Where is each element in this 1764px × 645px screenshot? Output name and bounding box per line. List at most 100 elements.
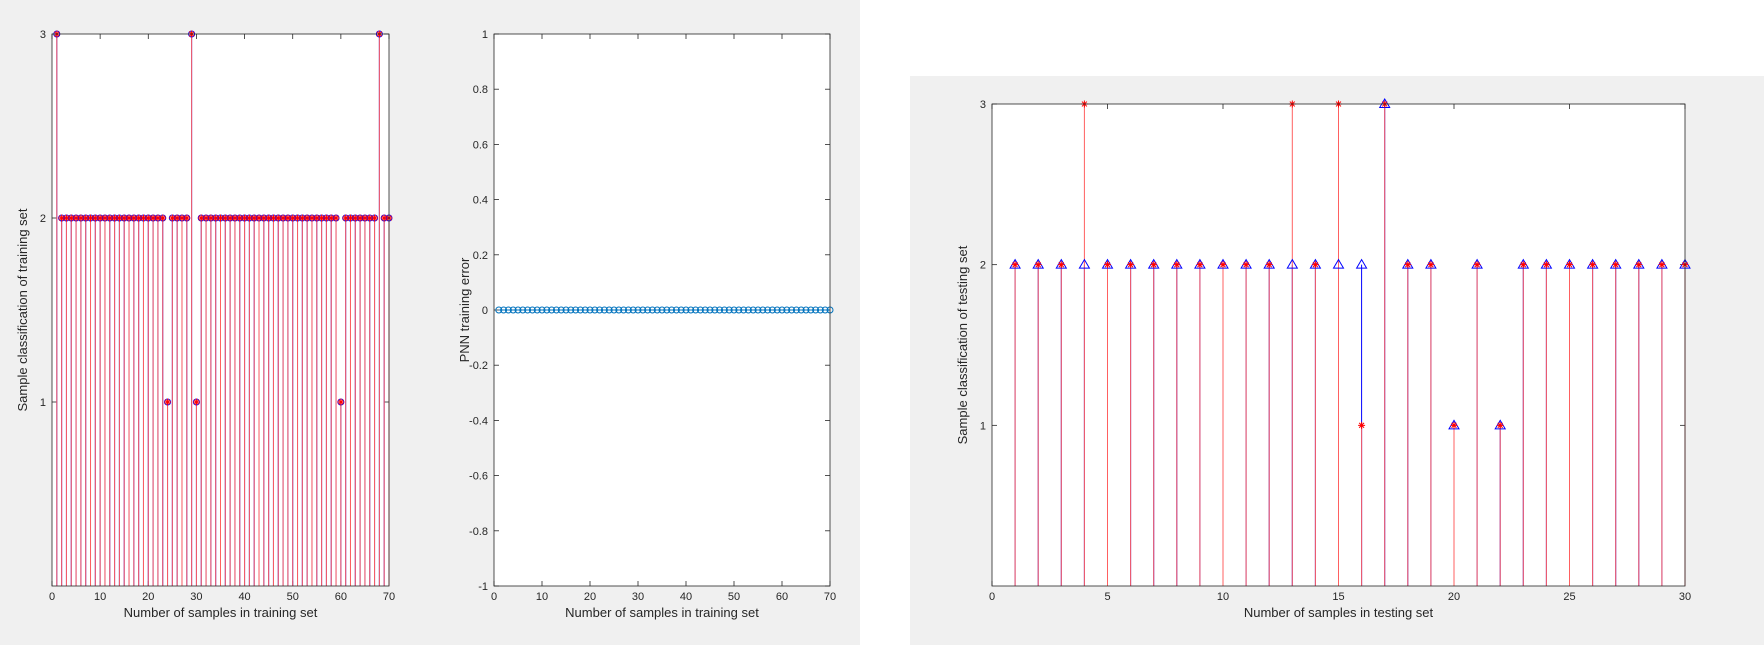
- y-tick-label: 0.8: [473, 84, 488, 96]
- x-tick-label: 20: [584, 591, 596, 603]
- x-tick-label: 15: [1332, 591, 1344, 603]
- y-tick-label: -0.6: [469, 471, 488, 483]
- y-axis-label: Sample classification of training set: [15, 208, 30, 411]
- data-point: [1265, 261, 1273, 269]
- data-point: [130, 214, 138, 222]
- axes-box: [493, 33, 831, 587]
- data-point: [125, 214, 133, 222]
- data-point: [308, 214, 316, 222]
- data-point: [168, 214, 176, 222]
- data-point: [648, 306, 656, 314]
- data-point: [768, 306, 776, 314]
- data-point: [509, 306, 517, 314]
- data-point: [572, 306, 580, 314]
- data-point: [1150, 261, 1158, 269]
- data-point: [682, 306, 690, 314]
- y-tick-label: 1: [40, 397, 46, 409]
- data-point: [72, 214, 80, 222]
- data-point: [361, 214, 369, 222]
- data-point: [1496, 421, 1504, 429]
- data-point: [620, 306, 628, 314]
- axes-box: [51, 33, 390, 587]
- data-point: [533, 306, 541, 314]
- data-point: [1311, 261, 1319, 269]
- data-point: [663, 306, 671, 314]
- data-point: [245, 214, 253, 222]
- x-tick-label: 30: [190, 591, 202, 603]
- data-point: [154, 214, 162, 222]
- data-point: [552, 306, 560, 314]
- data-point: [159, 214, 167, 222]
- data-point: [519, 306, 527, 314]
- data-point: [221, 214, 229, 222]
- data-point: [289, 214, 297, 222]
- data-point: [562, 306, 570, 314]
- data-point: [802, 306, 810, 314]
- chart-1: 0 10 20 30 40 50 60 70 1 2 3 Number of samples in t…: [15, 29, 395, 620]
- data-point: [1286, 258, 1299, 269]
- data-point: [778, 306, 786, 314]
- y-tick-label: 1: [482, 29, 488, 41]
- data-point: [380, 214, 388, 222]
- data-point: [653, 306, 661, 314]
- data-point: [1658, 261, 1666, 269]
- data-point: [217, 214, 224, 222]
- data-point: [792, 306, 800, 314]
- data-point: [1519, 261, 1527, 269]
- data-point: [1242, 261, 1250, 269]
- data-point: [91, 214, 99, 222]
- data-point: [672, 306, 680, 314]
- data-point: [586, 306, 594, 314]
- data-point: [701, 306, 709, 314]
- data-point: [1404, 261, 1412, 269]
- data-point: [1589, 261, 1597, 269]
- x-axis-label: Number of samples in testing set: [1244, 605, 1434, 620]
- data-point: [504, 306, 512, 314]
- y-tick-label: 1: [980, 420, 986, 432]
- data-point: [250, 214, 258, 222]
- data-point: [183, 214, 191, 222]
- data-point: [115, 214, 123, 222]
- data-point: [241, 214, 249, 222]
- data-point: [62, 214, 70, 222]
- data-point: [212, 214, 220, 222]
- data-point: [120, 214, 128, 222]
- x-tick-label: 5: [1104, 591, 1110, 603]
- data-point: [1173, 261, 1181, 269]
- data-point: [164, 398, 172, 406]
- data-point: [524, 306, 532, 314]
- data-point: [236, 214, 244, 222]
- x-tick-label: 50: [728, 591, 740, 603]
- data-point: [87, 214, 95, 222]
- data-point: [816, 306, 824, 314]
- x-tick-label: 30: [632, 591, 644, 603]
- data-point: [101, 214, 109, 222]
- data-point: [260, 214, 268, 222]
- data-point: [197, 214, 205, 222]
- data-point: [557, 306, 565, 314]
- x-tick-label: 0: [491, 591, 497, 603]
- data-point: [255, 214, 263, 222]
- y-tick-label: 2: [40, 213, 46, 225]
- data-point: [106, 214, 114, 222]
- data-point: [1011, 261, 1019, 269]
- x-tick-label: 30: [1679, 591, 1691, 603]
- data-point: [716, 306, 724, 314]
- x-tick-label: 10: [536, 591, 548, 603]
- data-point: [773, 306, 781, 314]
- data-point: [1358, 421, 1366, 429]
- data-point: [692, 306, 700, 314]
- chart-3: 0 5 10 15 20 25 30 1 2 3 Number of samples in test…: [955, 98, 1691, 620]
- data-point: [687, 306, 695, 314]
- data-point: [615, 306, 623, 314]
- data-point: [807, 306, 815, 314]
- data-point: [342, 214, 350, 222]
- data-point: [759, 306, 767, 314]
- data-point: [202, 214, 210, 222]
- data-point: [265, 214, 273, 222]
- y-tick-label: 0.2: [473, 250, 488, 262]
- data-point: [318, 214, 326, 222]
- data-point: [226, 214, 234, 222]
- data-point: [1427, 261, 1435, 269]
- data-point: [284, 214, 292, 222]
